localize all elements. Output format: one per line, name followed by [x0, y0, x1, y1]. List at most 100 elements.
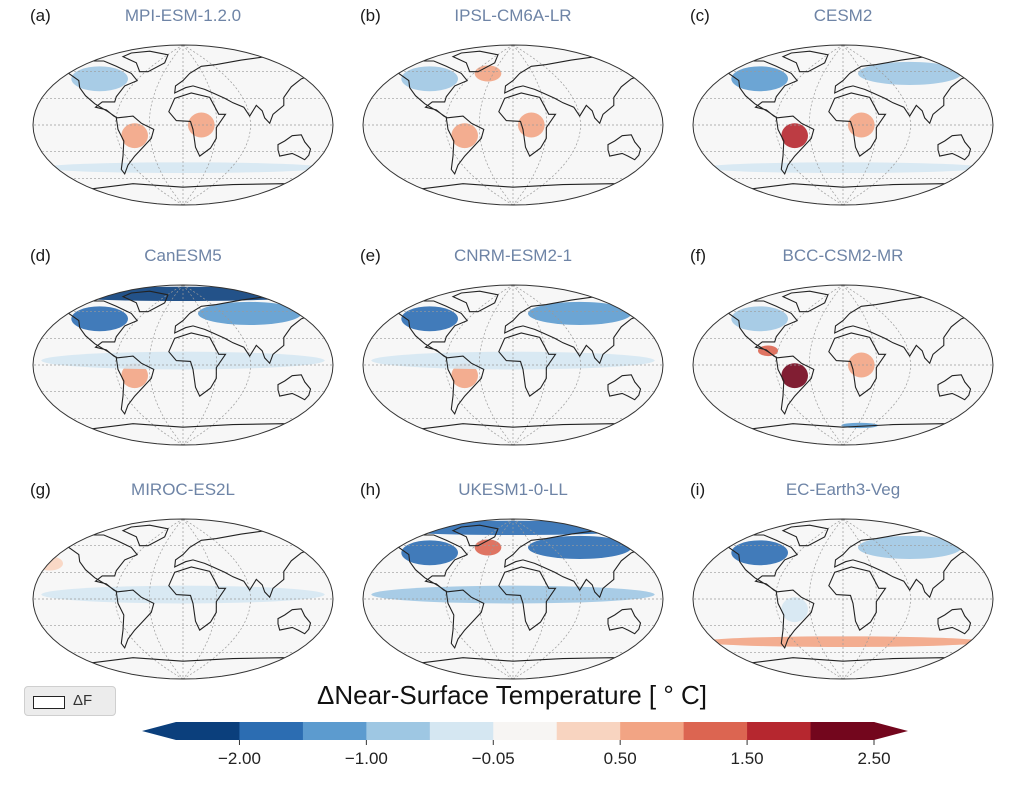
colorbar-segment	[810, 722, 875, 740]
coastline	[607, 608, 642, 635]
coastline	[781, 50, 829, 73]
coastline	[42, 534, 139, 593]
colorbar-segment	[366, 722, 431, 740]
coastline	[828, 332, 887, 397]
coastline	[372, 300, 469, 359]
coastline	[775, 355, 815, 416]
anomaly-patch	[71, 66, 128, 92]
coastline	[33, 657, 333, 679]
coastline	[168, 332, 227, 397]
coastline	[693, 423, 993, 445]
anomaly-patch	[858, 61, 962, 85]
colorbar-segment	[429, 722, 494, 740]
map-panel: (d) CanESM5	[18, 240, 348, 450]
panel-letter: (b)	[360, 6, 381, 25]
coastline	[42, 300, 139, 359]
map-outline	[692, 44, 994, 206]
world-map	[362, 44, 664, 206]
coastline	[775, 115, 815, 176]
coastline	[828, 566, 887, 631]
coastline	[168, 566, 227, 631]
anomaly-patch	[41, 162, 325, 174]
coastline	[363, 657, 663, 679]
world-map	[362, 518, 664, 680]
anomaly-patch	[848, 112, 875, 138]
map-outline	[362, 518, 664, 680]
map-panel: (c) CESM2	[678, 0, 1008, 210]
anomaly-patch	[731, 540, 788, 566]
map-panel: (g) MIROC-ES2L	[18, 474, 348, 684]
panel-letter: (f)	[690, 246, 707, 265]
colorbar-tick-label: −1.00	[345, 749, 388, 768]
anomaly-patch	[518, 112, 545, 138]
region-outline-swatch	[33, 696, 65, 709]
colorbar-segment	[493, 722, 558, 740]
map-outline	[692, 284, 994, 446]
coastline	[445, 115, 485, 176]
coastline	[174, 56, 333, 125]
world-map	[362, 284, 664, 446]
coastline	[693, 657, 993, 679]
coastline	[277, 608, 312, 635]
panel-letter: (h)	[360, 480, 381, 499]
world-map	[692, 284, 994, 446]
panel-title: IPSL-CM6A-LR	[454, 6, 572, 25]
panel-letter: (e)	[360, 246, 381, 265]
coastline	[607, 134, 642, 161]
anomaly-patch	[198, 301, 302, 325]
map-outline	[32, 44, 334, 206]
colorbar-tick-label: 2.50	[857, 749, 890, 768]
world-map	[692, 44, 994, 206]
coastline	[277, 134, 312, 161]
coastline	[372, 60, 469, 119]
coastline	[174, 530, 333, 599]
coastline	[702, 60, 799, 119]
map-panel: (e) CNRM-ESM2-1	[348, 240, 678, 450]
panel-title: CanESM5	[144, 246, 222, 265]
anomaly-patch	[401, 540, 458, 566]
coastline	[693, 183, 993, 205]
colorbar-tick-label: −2.00	[218, 749, 261, 768]
coastline	[504, 56, 663, 125]
coastline	[115, 355, 155, 416]
anomaly-patch	[731, 66, 788, 92]
coastline	[834, 296, 993, 365]
colorbar-label: ΔNear-Surface Temperature [ ° C]	[317, 680, 707, 710]
anomaly-patch	[474, 65, 502, 82]
coastline	[33, 183, 333, 205]
colorbar-tick-label: −0.05	[472, 749, 515, 768]
coastline	[504, 296, 663, 365]
anomaly-patch	[781, 363, 808, 389]
colorbar-tick-label: 0.50	[604, 749, 637, 768]
coastline	[504, 530, 663, 599]
map-panel: (f) BCC-CSM2-MR	[678, 240, 1008, 450]
coastline	[828, 92, 887, 157]
coastline	[445, 589, 485, 650]
colorbar-segment	[239, 722, 304, 740]
coastline	[33, 423, 333, 445]
anomaly-patch	[474, 539, 502, 556]
anomaly-patch	[36, 556, 63, 571]
coastline	[372, 534, 469, 593]
coastline	[498, 566, 557, 631]
panel-title: MIROC-ES2L	[131, 480, 235, 499]
coastline	[121, 290, 169, 313]
map-panel: (a) MPI-ESM-1.2.0	[18, 0, 348, 210]
coastline	[121, 524, 169, 547]
anomaly-patch	[781, 597, 808, 623]
colorbar-segment	[747, 722, 812, 740]
coastline	[834, 530, 993, 599]
world-map	[32, 284, 334, 446]
panel-title: CESM2	[813, 6, 873, 25]
anomaly-patch	[528, 301, 632, 325]
panel-letter: (d)	[30, 246, 51, 265]
anomaly-patch	[71, 306, 128, 332]
colorbar-segment	[683, 722, 748, 740]
anomaly-patch	[451, 363, 478, 389]
world-map	[32, 44, 334, 206]
panel-letter: (c)	[690, 6, 710, 25]
coastline	[451, 50, 499, 73]
colorbar-segment	[620, 722, 685, 740]
coastline	[168, 92, 227, 157]
coastline	[937, 134, 972, 161]
